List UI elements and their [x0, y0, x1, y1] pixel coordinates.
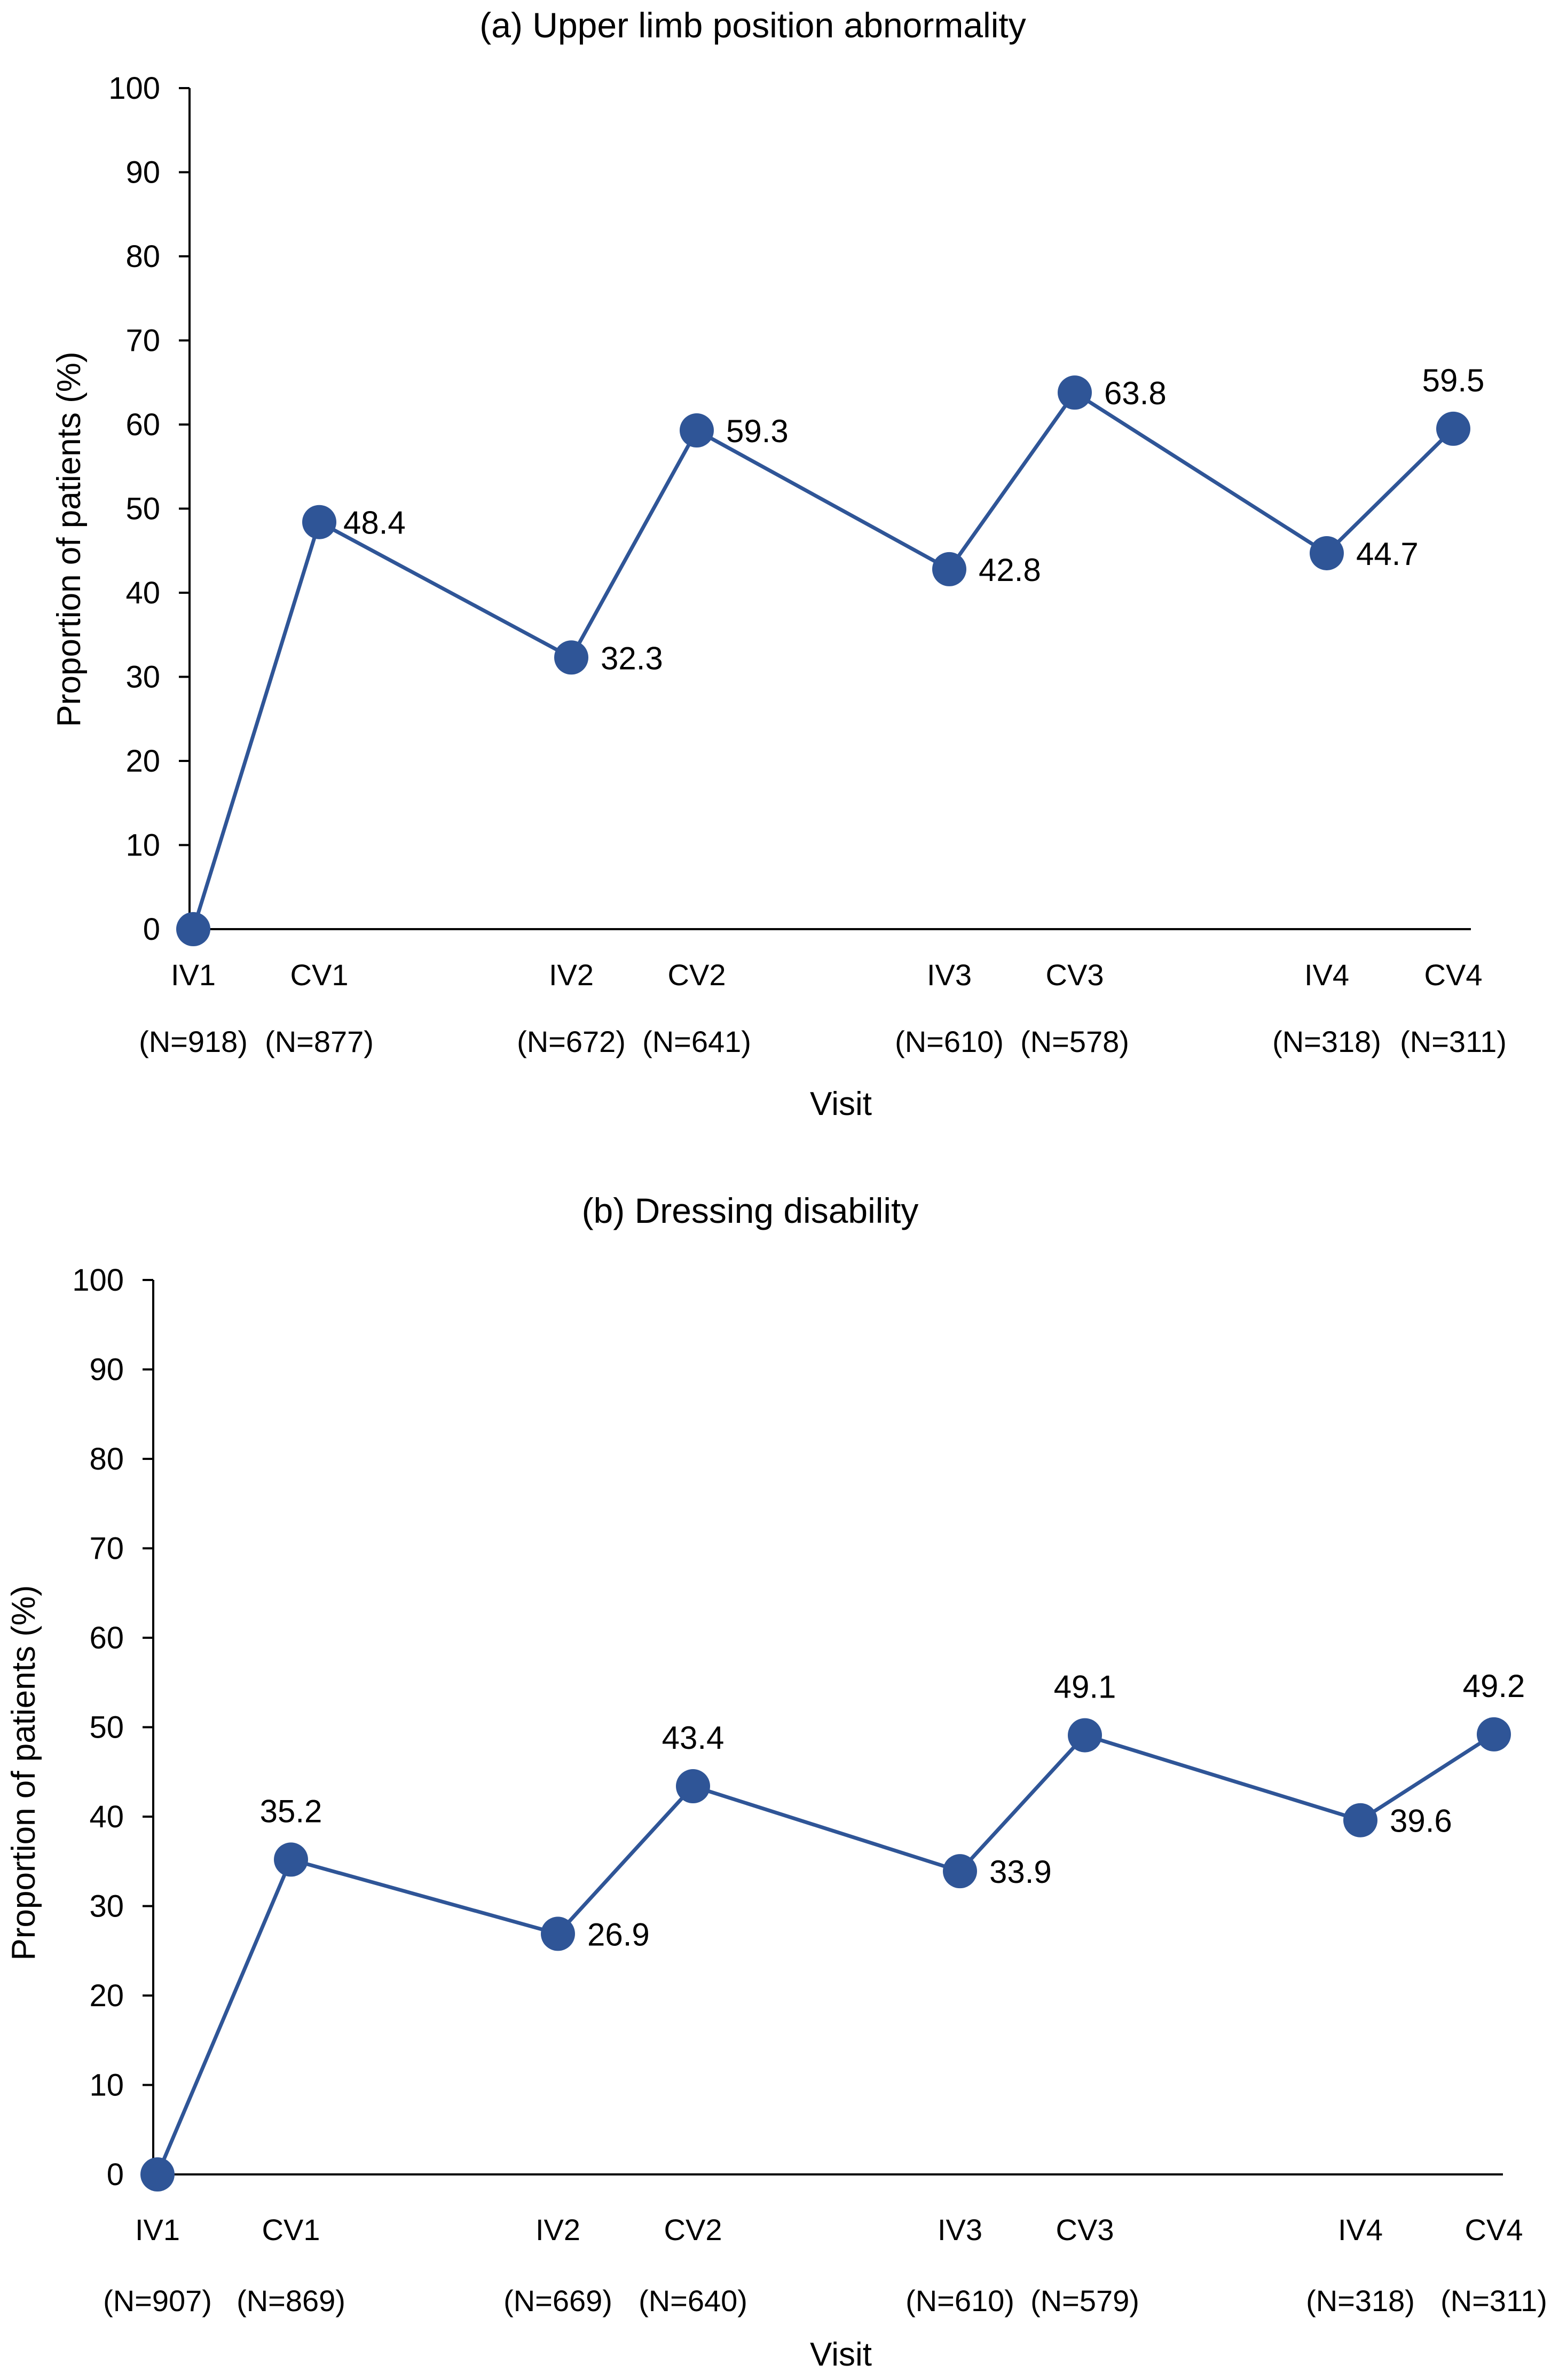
x-tick-label-b: IV1 — [135, 2213, 180, 2247]
y-tick-label-b: 40 — [89, 1800, 124, 1834]
chart-panel-b: (b) Dressing disability Visit Proportion… — [5, 1191, 1547, 2373]
x-tick-label-a: CV4 — [1424, 958, 1483, 992]
x-tick-label-b: IV2 — [536, 2213, 580, 2247]
y-tick-label-a: 70 — [125, 324, 160, 358]
sample-size-label-a: (N=318) — [1272, 1025, 1381, 1058]
y-tick-label-a: 30 — [125, 660, 160, 695]
data-point-a — [1436, 411, 1470, 446]
data-point-a — [680, 413, 714, 448]
data-point-b — [1343, 1803, 1377, 1837]
x-tick-label-b: CV3 — [1056, 2213, 1114, 2247]
sample-size-label-b: (N=907) — [103, 2284, 212, 2318]
y-tick-label-b: 10 — [89, 2068, 124, 2103]
y-tick-label-b: 70 — [89, 1531, 124, 1566]
sample-size-label-a: (N=311) — [1400, 1025, 1507, 1058]
y-tick-label-a: 60 — [125, 407, 160, 442]
data-point-b — [1477, 1717, 1511, 1751]
data-point-a — [554, 640, 588, 675]
data-label-b: 35.2 — [260, 1793, 322, 1829]
data-point-b — [676, 1769, 710, 1804]
data-label-b: 26.9 — [587, 1916, 650, 1952]
y-tick-label-b: 90 — [89, 1353, 124, 1387]
chart-title-b: (b) Dressing disability — [582, 1191, 919, 1230]
data-label-a: 59.5 — [1422, 363, 1485, 398]
data-label-a: 42.8 — [979, 552, 1041, 588]
sample-size-label-a: (N=672) — [517, 1025, 626, 1058]
data-point-b — [541, 1916, 575, 1951]
chart-title-a: (a) Upper limb position abnormality — [479, 5, 1026, 45]
x-tick-label-b: IV4 — [1338, 2213, 1383, 2247]
sample-size-label-b: (N=640) — [639, 2284, 747, 2318]
data-point-b — [1068, 1718, 1102, 1753]
y-tick-label-b: 100 — [72, 1263, 124, 1298]
x-tick-label-a: IV3 — [927, 958, 972, 992]
data-point-a — [1310, 536, 1344, 570]
data-label-a: 63.8 — [1104, 375, 1167, 411]
x-axis-title-b: Visit — [810, 2336, 872, 2373]
sample-size-label-a: (N=578) — [1020, 1025, 1129, 1058]
y-tick-label-a: 50 — [125, 492, 160, 527]
x-tick-label-a: IV1 — [171, 958, 216, 992]
y-tick-label-b: 80 — [89, 1442, 124, 1476]
data-point-a — [932, 552, 966, 586]
y-tick-label-b: 50 — [89, 1710, 124, 1745]
x-tick-label-a: CV1 — [290, 958, 349, 992]
x-tick-label-b: CV4 — [1465, 2213, 1523, 2247]
x-tick-label-b: CV1 — [262, 2213, 320, 2247]
data-point-b — [943, 1854, 977, 1889]
data-point-b — [140, 2157, 175, 2192]
data-label-a: 48.4 — [343, 505, 406, 541]
x-tick-label-b: IV3 — [938, 2213, 982, 2247]
sample-size-label-a: (N=918) — [139, 1025, 248, 1058]
sample-size-label-a: (N=610) — [895, 1025, 1004, 1058]
sample-size-label-b: (N=318) — [1306, 2284, 1415, 2318]
y-tick-label-a: 0 — [143, 912, 160, 947]
data-point-a — [176, 912, 210, 946]
y-tick-label-a: 20 — [125, 744, 160, 779]
data-label-b: 33.9 — [989, 1854, 1052, 1890]
sample-size-label-b: (N=869) — [237, 2284, 345, 2318]
data-label-b: 49.2 — [1463, 1668, 1525, 1704]
x-tick-label-a: IV2 — [549, 958, 594, 992]
data-label-b: 49.1 — [1054, 1669, 1116, 1705]
sample-size-label-b: (N=610) — [905, 2284, 1014, 2318]
data-label-a: 59.3 — [726, 413, 789, 449]
y-tick-label-a: 40 — [125, 576, 160, 610]
y-axis-title-b: Proportion of patients (%) — [5, 1585, 42, 1960]
data-label-b: 39.6 — [1390, 1803, 1452, 1839]
data-label-a: 32.3 — [601, 640, 663, 676]
series-line-b — [155, 1732, 1495, 2175]
y-tick-label-b: 30 — [89, 1889, 124, 1924]
y-axis-title-a: Proportion of patients (%) — [51, 351, 88, 727]
sample-size-label-b: (N=311) — [1440, 2284, 1547, 2318]
chart-panel-a: (a) Upper limb position abnormality Visi… — [51, 5, 1507, 1122]
y-tick-label-a: 80 — [125, 239, 160, 274]
x-tick-label-b: CV2 — [664, 2213, 722, 2247]
sample-size-label-b: (N=579) — [1030, 2284, 1139, 2318]
x-tick-label-a: IV4 — [1304, 958, 1349, 992]
data-label-b: 43.4 — [662, 1720, 725, 1756]
x-tick-label-a: CV3 — [1046, 958, 1104, 992]
y-tick-label-b: 0 — [107, 2157, 124, 2192]
y-tick-label-a: 90 — [125, 155, 160, 190]
y-tick-label-b: 60 — [89, 1621, 124, 1655]
x-axis-title-a: Visit — [810, 1086, 872, 1122]
data-point-a — [302, 505, 336, 539]
series-line-a — [191, 390, 1455, 930]
sample-size-label-a: (N=641) — [642, 1025, 751, 1058]
x-tick-label-a: CV2 — [668, 958, 726, 992]
y-tick-label-a: 100 — [108, 71, 160, 106]
sample-size-label-b: (N=669) — [503, 2284, 612, 2318]
data-point-b — [274, 1842, 308, 1877]
data-label-a: 44.7 — [1356, 536, 1419, 572]
sample-size-label-a: (N=877) — [265, 1025, 374, 1058]
data-point-a — [1058, 375, 1092, 410]
y-tick-label-b: 20 — [89, 1978, 124, 2013]
y-tick-label-a: 10 — [125, 828, 160, 863]
